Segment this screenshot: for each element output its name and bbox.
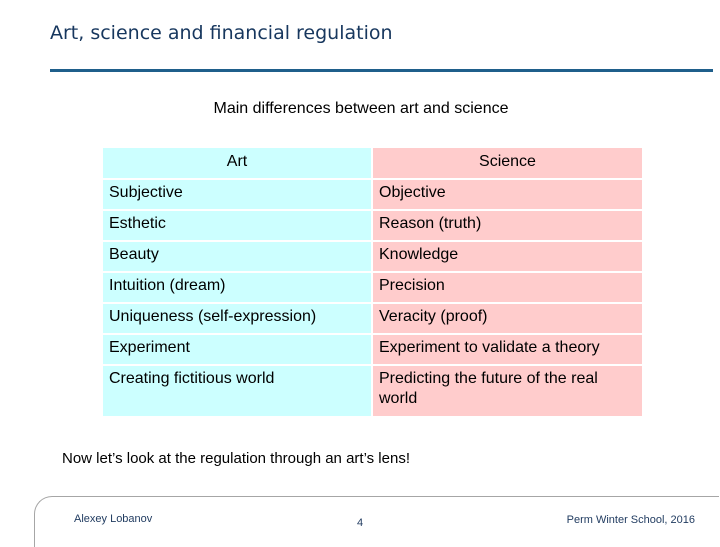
table-row: Creating fictitious world Predicting the… (101, 364, 644, 418)
table-row: Experiment Experiment to validate a theo… (101, 333, 644, 366)
table-caption: Main differences between art and science (213, 100, 509, 117)
art-cell: Subjective (101, 178, 373, 211)
comparison-table: Art Science Subjective Objective Estheti… (101, 146, 644, 418)
art-cell: Esthetic (101, 209, 373, 242)
science-column-header: Science (371, 146, 644, 180)
footer-event: Perm Winter School, 2016 (566, 514, 695, 526)
art-cell: Intuition (dream) (101, 271, 373, 304)
science-cell: Reason (truth) (371, 209, 644, 242)
science-cell: Objective (371, 178, 644, 211)
science-cell: Experiment to validate a theory (371, 333, 644, 366)
science-cell: Knowledge (371, 240, 644, 273)
table-header-row: Art Science (101, 146, 644, 180)
slide-title: Art, science and financial regulation (50, 22, 393, 44)
art-cell: Beauty (101, 240, 373, 273)
art-cell: Experiment (101, 333, 373, 366)
art-column-header: Art (101, 146, 373, 180)
science-cell: Precision (371, 271, 644, 304)
table-row: Beauty Knowledge (101, 240, 644, 273)
title-divider (50, 69, 713, 72)
art-cell: Creating fictitious world (101, 364, 373, 418)
footer-frame (34, 496, 719, 547)
footer-author: Alexey Lobanov (74, 513, 153, 525)
science-cell: Veracity (proof) (371, 302, 644, 335)
table-row: Intuition (dream) Precision (101, 271, 644, 304)
science-cell: Predicting the future of the real world (371, 364, 644, 418)
table-row: Uniqueness (self-expression) Veracity (p… (101, 302, 644, 335)
closing-statement: Now let’s look at the regulation through… (62, 450, 410, 467)
table-row: Subjective Objective (101, 178, 644, 211)
page-number: 4 (357, 517, 364, 529)
art-cell: Uniqueness (self-expression) (101, 302, 373, 335)
table-row: Esthetic Reason (truth) (101, 209, 644, 242)
